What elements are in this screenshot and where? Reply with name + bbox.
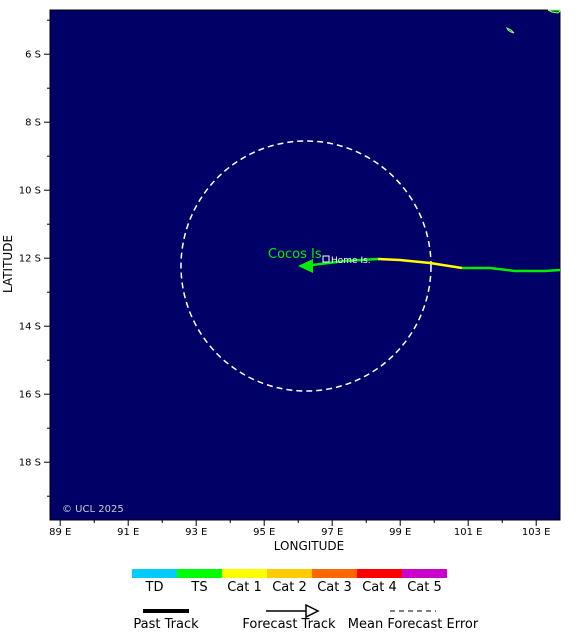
x-tick-label: 95 E — [253, 527, 275, 538]
x-tick-label: 89 E — [49, 527, 71, 538]
forecast-track-label: Forecast Track — [242, 617, 336, 632]
y-tick-label: 16 S — [19, 390, 41, 401]
legend-category-label: TS — [190, 580, 207, 595]
y-tick-label: 14 S — [19, 322, 41, 333]
legend-swatch — [312, 569, 357, 578]
legend-category-label: Cat 4 — [362, 580, 397, 595]
legend-category-label: Cat 3 — [317, 580, 352, 595]
y-tick-label: 18 S — [19, 458, 41, 469]
intensity-legend: TD TS Cat 1 Cat 2 Cat 3 Cat 4 Cat 5 — [132, 569, 447, 595]
legend-swatch — [177, 569, 222, 578]
y-tick-label: 8 S — [25, 118, 41, 129]
x-tick-label: 97 E — [321, 527, 343, 538]
mean-forecast-error-circle — [180, 140, 432, 392]
place-label-cocos: Cocos Is — [268, 247, 322, 262]
track-arrow-head — [298, 259, 313, 273]
island-small — [505, 26, 515, 34]
mean-forecast-error-label: Mean Forecast Error — [348, 617, 479, 632]
legend-category-label: Cat 2 — [272, 580, 307, 595]
legend-swatch — [267, 569, 312, 578]
y-tick-label: 12 S — [19, 254, 41, 265]
home-island-marker — [322, 255, 330, 263]
x-axis-title: LONGITUDE — [274, 539, 344, 553]
place-label-home: Home Is. — [331, 256, 371, 266]
past-track-label: Past Track — [133, 617, 199, 632]
x-tick-label: 99 E — [389, 527, 411, 538]
legend-category-label: TD — [145, 580, 164, 595]
forecast-track-sample-arrow — [305, 603, 320, 619]
x-tick-label: 103 E — [522, 527, 551, 538]
legend-swatch — [357, 569, 402, 578]
x-tick-label: 101 E — [454, 527, 483, 538]
x-tick-label: 91 E — [117, 527, 139, 538]
legend-swatch — [132, 569, 177, 578]
x-axis-ticks: 89 E 91 E 93 E 95 E 97 E 99 E 101 E 103 E — [49, 520, 550, 538]
y-tick-label: 6 S — [25, 50, 41, 61]
forecast-track-tropical-storm — [462, 266, 561, 273]
legend-swatch — [402, 569, 447, 578]
forecast-track-cat1 — [377, 257, 463, 270]
y-axis-ticks: 6 S 8 S 10 S 12 S 14 S 16 S 18 S — [19, 19, 50, 497]
y-axis-title: LATITUDE — [1, 235, 15, 293]
island-northeast — [547, 9, 561, 14]
copyright-text: © UCL 2025 — [62, 504, 124, 515]
y-tick-label: 10 S — [19, 186, 41, 197]
map-frame — [49, 9, 561, 521]
legend-category-label: Cat 1 — [227, 580, 262, 595]
legend-swatch — [222, 569, 267, 578]
legend-category-label: Cat 5 — [407, 580, 442, 595]
x-tick-label: 93 E — [185, 527, 207, 538]
forecast-track-to-cocos — [311, 257, 379, 267]
